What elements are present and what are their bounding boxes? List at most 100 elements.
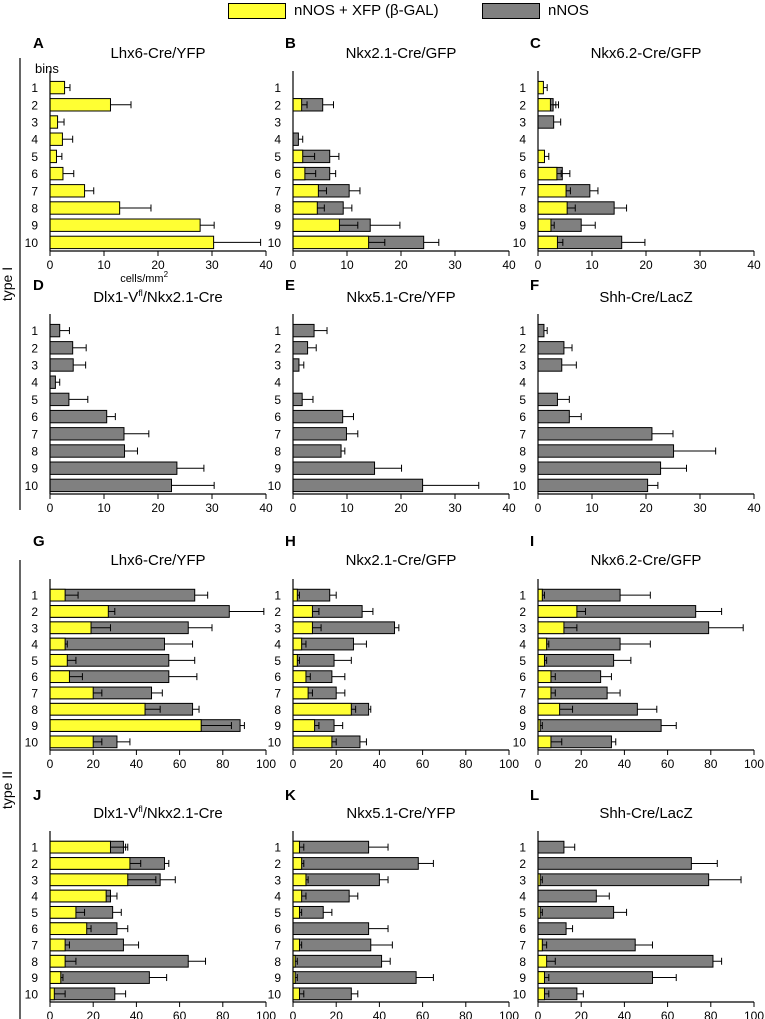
panel-k-bar-nnos-xfp (292, 857, 303, 870)
panel-j-bin-label: 9 (31, 971, 38, 985)
panel-e-bin-label: 3 (274, 359, 281, 373)
panel-f-bin-label: 3 (519, 359, 526, 373)
panel-h-letter: H (285, 533, 296, 550)
panel-e-bin-label: 2 (274, 341, 281, 355)
panel-h-x-tick-label: 100 (499, 757, 519, 771)
panel-h-x-tick-label: 60 (416, 757, 430, 771)
legend-swatch-gray (482, 2, 540, 19)
panel-i-bar-nnos-xfp (537, 735, 552, 749)
panel-f-x-tick-label: 0 (535, 501, 542, 515)
bins-label: bins (35, 61, 59, 76)
panel-j-bin-label: 5 (31, 906, 38, 920)
panel-k-bar-nnos-xfp (292, 889, 303, 903)
panel-e-bar-nnos (292, 358, 300, 372)
panel-g-bar-nnos-xfp (49, 605, 109, 618)
panel-j-bin-label: 4 (31, 890, 38, 904)
panel-k-x-tick-label: 20 (330, 1009, 344, 1019)
panel-g-x-tick-label: 0 (47, 757, 54, 771)
legend-label-nnos-xfp: nNOS + XFP (β-GAL) (294, 2, 439, 19)
panel-l-bin-label: 1 (519, 841, 526, 855)
panel-g-x-tick-label: 60 (173, 757, 187, 771)
panel-e-x-tick-label: 20 (394, 501, 408, 515)
panel-l-bar-nnos-xfp (537, 954, 548, 968)
panel-j-bin-label: 10 (25, 987, 39, 1001)
panel-l-bin-label: 4 (519, 890, 526, 904)
panel-g-x-tick-label: 40 (130, 757, 144, 771)
panel-l-bin-label: 7 (519, 938, 526, 952)
panel-e-bar-nnos (292, 444, 342, 458)
panel-d-bar-nnos (49, 358, 74, 372)
panel-c-bin-label: 8 (519, 202, 526, 216)
panel-d-bar-nnos (49, 375, 56, 389)
panel-f-bar-nnos (537, 358, 563, 372)
panel-a-bin-label: 3 (31, 116, 38, 130)
panel-i-bar-nnos-xfp (537, 605, 578, 618)
panel-a-bar-nnos-xfp (49, 166, 64, 181)
panel-e-bar-nnos (292, 478, 424, 493)
panel-b-bin-label: 7 (274, 184, 281, 198)
panel-d-bar-nnos (49, 392, 70, 407)
panel-h-x-tick-label: 0 (290, 757, 297, 771)
panel-d-bin-label: 9 (31, 462, 38, 476)
panel-i-bar-nnos (537, 588, 621, 602)
panel-c-x-tick-label: 30 (693, 258, 707, 272)
panel-k-bar-nnos-xfp (292, 938, 300, 952)
panel-a-bin-label: 10 (25, 236, 39, 250)
panel-k-title: Nkx5.1-Cre/YFP (346, 805, 455, 822)
panel-f-letter: F (530, 277, 539, 294)
panel-l-bar-nnos (537, 922, 567, 936)
group-label-type-i: type I (0, 267, 15, 301)
panel-k-bin-label: 8 (274, 955, 281, 969)
panel-f-bar-nnos (537, 409, 570, 424)
panel-b-bar-nnos-xfp (292, 98, 303, 112)
panel-c-x-tick-label: 10 (585, 258, 599, 272)
panel-j-bar-nnos-xfp (49, 954, 66, 968)
panel-b-letter: B (285, 35, 296, 52)
panel-d-bar-nnos (49, 427, 125, 441)
panel-c-bin-label: 2 (519, 98, 526, 112)
panel-h-bin-label: 2 (274, 605, 281, 619)
panel-g-bar-nnos-xfp (49, 670, 70, 684)
panel-d-bin-label: 6 (31, 410, 38, 424)
panel-g-x-tick-label: 100 (256, 757, 276, 771)
legend-item-nnos-xfp: nNOS + XFP (β-GAL) (228, 2, 439, 19)
panel-l-bin-label: 9 (519, 971, 526, 985)
panel-k-bin-label: 10 (268, 987, 282, 1001)
panel-b-bar-nnos (292, 132, 299, 146)
panel-k-bin-label: 4 (274, 890, 281, 904)
panel-l-x-tick-label: 20 (575, 1009, 589, 1019)
panel-b-bin-label: 3 (274, 116, 281, 130)
panel-d-bin-label: 10 (25, 479, 39, 493)
panel-f-bin-label: 7 (519, 427, 526, 441)
panel-j-bar-nnos-xfp (49, 922, 88, 936)
panel-k-bar-nnos (292, 840, 370, 854)
panel-g-bar-nnos-xfp (49, 637, 66, 651)
panel-j-bar-nnos-xfp (49, 873, 129, 887)
panel-f-bin-label: 2 (519, 341, 526, 355)
panel-e-bar-nnos (292, 461, 376, 475)
panel-j-x-tick-label: 20 (87, 1009, 101, 1019)
panel-h-bar-nnos-xfp (292, 621, 313, 635)
panel-i-bin-label: 8 (519, 703, 526, 717)
panel-h-bar-nnos-xfp (292, 686, 309, 700)
panel-h-bin-label: 5 (274, 654, 281, 668)
panel-j-bar-nnos-xfp (49, 987, 55, 1001)
panel-c-bar-nnos-xfp (537, 166, 558, 181)
panel-b-bin-label: 1 (274, 81, 281, 95)
panel-e-bar-nnos (292, 409, 344, 424)
panel-l-x-tick-label: 100 (744, 1009, 764, 1019)
panel-g-bar-nnos-xfp (49, 653, 68, 667)
legend: nNOS + XFP (β-GAL) nNOS (0, 0, 765, 24)
panel-g-bin-label: 9 (31, 719, 38, 733)
panel-c-bar-nnos-xfp (537, 201, 568, 215)
panel-i-bar-nnos-xfp (537, 621, 565, 635)
panel-h-bin-label: 1 (274, 589, 281, 603)
panel-i-x-tick-label: 60 (661, 757, 675, 771)
panel-a-bar-nnos-xfp (49, 218, 201, 232)
panel-a-x-tick-label: 0 (47, 258, 54, 272)
panel-e-letter: E (285, 277, 295, 294)
panel-g-bar-nnos-xfp (49, 588, 66, 602)
panel-k-x-tick-label: 100 (499, 1009, 519, 1019)
panel-g-bar-nnos-xfp (49, 702, 146, 716)
panel-j-bar-nnos-xfp (49, 938, 66, 952)
